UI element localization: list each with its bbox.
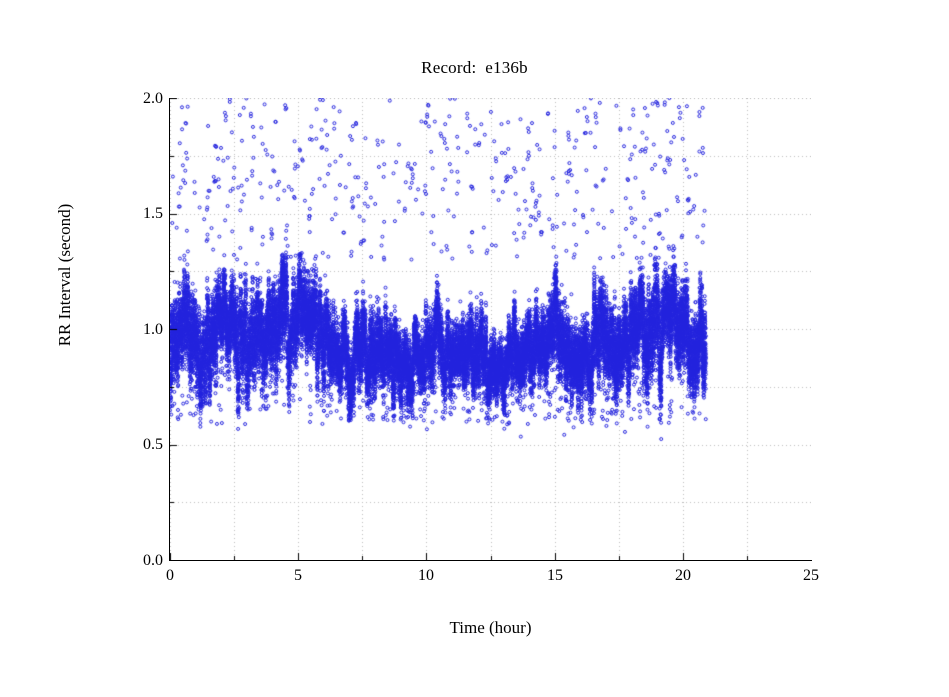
- y-tick-label-2.0: 2.0: [143, 90, 163, 107]
- x-tick-label-25: 25: [803, 567, 819, 584]
- y-axis-line: [169, 98, 170, 561]
- y-axis-title: RR Interval (second): [55, 203, 74, 347]
- x-tick-label-0: 0: [166, 567, 174, 584]
- y-tick-label-1.0: 1.0: [143, 321, 163, 338]
- x-tick-label-20: 20: [675, 567, 691, 584]
- y-tick-label-1.5: 1.5: [143, 205, 163, 222]
- x-tick-label-5: 5: [294, 567, 302, 584]
- scatter-plot-canvas: [170, 98, 811, 560]
- x-axis-title: Time (hour): [449, 618, 532, 637]
- chart-title: Record: e136b: [421, 58, 528, 77]
- x-tick-label-10: 10: [418, 567, 434, 584]
- x-axis-line: [169, 560, 812, 561]
- y-tick-labels: 2.0 1.5 1.0 0.5 0.0: [118, 0, 163, 697]
- y-tick-label-0.5: 0.5: [143, 436, 163, 453]
- x-tick-labels: 0 5 10 15 20 25: [0, 568, 949, 592]
- x-tick-label-15: 15: [547, 567, 563, 584]
- y-tick-label-0.0: 0.0: [143, 552, 163, 569]
- plot-area: [170, 98, 811, 560]
